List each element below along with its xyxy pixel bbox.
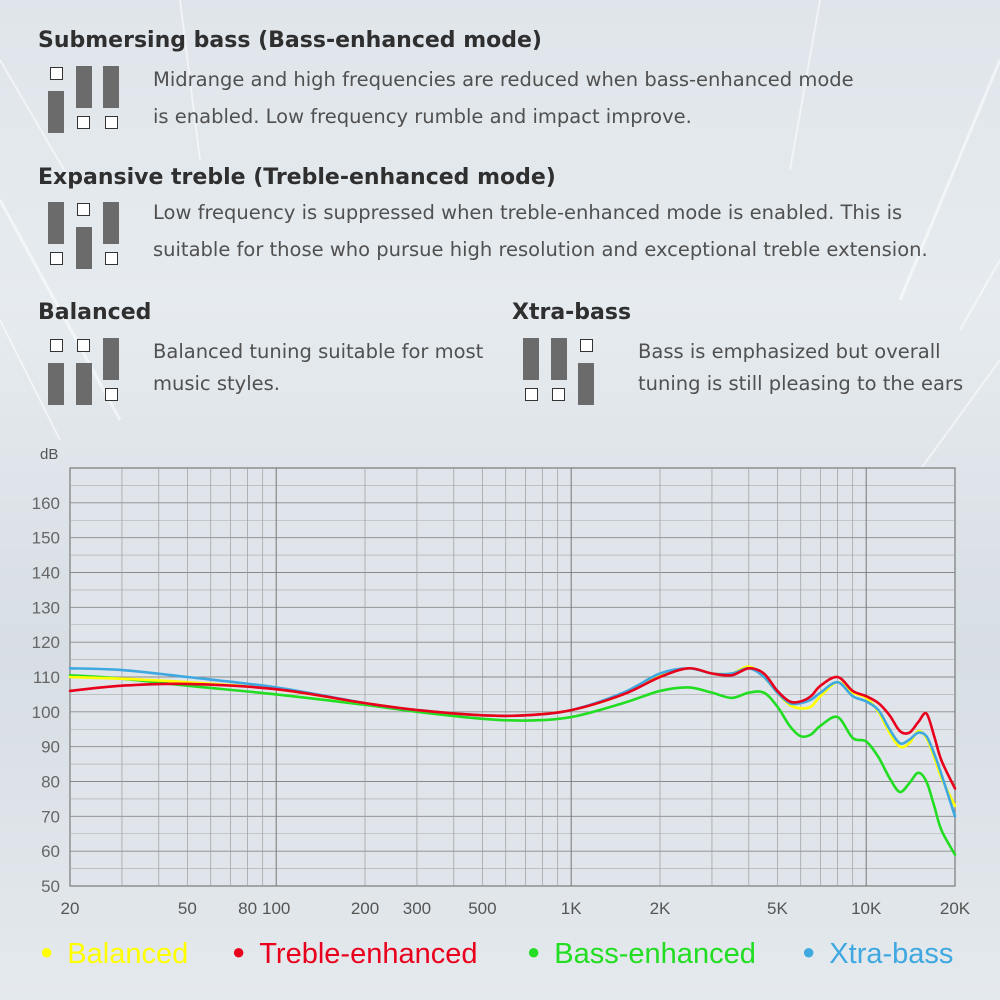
legend-label-treble-enhanced: Treble-enhanced	[259, 938, 477, 970]
x-tick-label: 80	[238, 899, 257, 918]
treble-enhanced-title: Expansive treble (Treble-enhanced mode)	[38, 165, 556, 190]
x-tick-label: 200	[351, 899, 379, 918]
y-tick-label: 150	[32, 529, 60, 548]
treble-desc-line2: suitable for those who pursue high resol…	[153, 231, 928, 268]
xtra-bass-eq-icon	[523, 338, 598, 406]
balanced-description: Balanced tuning suitable for most music …	[153, 336, 483, 400]
x-tick-label: 500	[468, 899, 496, 918]
legend-label-xtra-bass: Xtra-bass	[829, 938, 953, 970]
y-tick-label: 160	[32, 494, 60, 513]
legend-dot-bass-enhanced: ●	[527, 939, 540, 964]
bass-desc-line1: Midrange and high frequencies are reduce…	[153, 61, 854, 98]
bass-enhanced-description: Midrange and high frequencies are reduce…	[153, 61, 854, 135]
xtra-bass-title: Xtra-bass	[512, 300, 631, 325]
balanced-desc-line2: music styles.	[153, 368, 483, 400]
legend-label-balanced: Balanced	[67, 938, 188, 970]
legend-dot-treble-enhanced: ●	[232, 939, 245, 964]
y-axis-unit-label: dB	[40, 446, 58, 463]
y-tick-label: 50	[41, 877, 60, 896]
bass-desc-line2: is enabled. Low frequency rumble and imp…	[153, 98, 854, 135]
chart-legend: ● Balanced ● Treble-enhanced ● Bass-enhance…	[0, 938, 1000, 978]
treble-enhanced-eq-icon	[48, 202, 123, 270]
bass-enhanced-title: Submersing bass (Bass-enhanced mode)	[38, 28, 542, 53]
y-tick-label: 60	[41, 842, 60, 861]
x-tick-label: 1K	[561, 899, 582, 918]
legend-label-bass-enhanced: Bass-enhanced	[554, 938, 756, 970]
y-tick-label: 140	[32, 564, 60, 583]
y-tick-label: 120	[32, 633, 60, 652]
x-tick-label: 5K	[767, 899, 788, 918]
legend-item-xtra-bass: ● Xtra-bass	[802, 938, 953, 971]
y-tick-label: 130	[32, 598, 60, 617]
xtra-desc-line1: Bass is emphasized but overall	[638, 336, 963, 368]
y-tick-label: 100	[32, 703, 60, 722]
y-tick-label: 110	[33, 668, 60, 687]
balanced-desc-line1: Balanced tuning suitable for most	[153, 336, 483, 368]
balanced-title: Balanced	[38, 300, 151, 325]
y-tick-label: 80	[41, 773, 60, 792]
legend-dot-balanced: ●	[40, 939, 53, 964]
x-tick-label: 100	[262, 899, 290, 918]
xtra-desc-line2: tuning is still pleasing to the ears	[638, 368, 963, 400]
x-tick-label: 300	[403, 899, 431, 918]
y-tick-label: 90	[41, 738, 60, 757]
treble-enhanced-description: Low frequency is suppressed when treble-…	[153, 194, 928, 268]
legend-dot-xtra-bass: ●	[802, 939, 815, 964]
balanced-eq-icon	[48, 338, 123, 406]
x-tick-label: 20	[61, 899, 80, 918]
xtra-bass-description: Bass is emphasized but overall tuning is…	[638, 336, 963, 400]
x-tick-label: 20K	[940, 899, 971, 918]
x-tick-label: 10K	[851, 899, 882, 918]
x-tick-label: 2K	[650, 899, 671, 918]
treble-desc-line1: Low frequency is suppressed when treble-…	[153, 194, 928, 231]
x-tick-label: 50	[178, 899, 197, 918]
legend-item-treble-enhanced: ● Treble-enhanced	[232, 938, 477, 971]
bass-enhanced-eq-icon	[48, 66, 123, 134]
legend-item-bass-enhanced: ● Bass-enhanced	[527, 938, 756, 971]
y-tick-label: 70	[41, 807, 60, 826]
legend-item-balanced: ● Balanced	[40, 938, 188, 971]
